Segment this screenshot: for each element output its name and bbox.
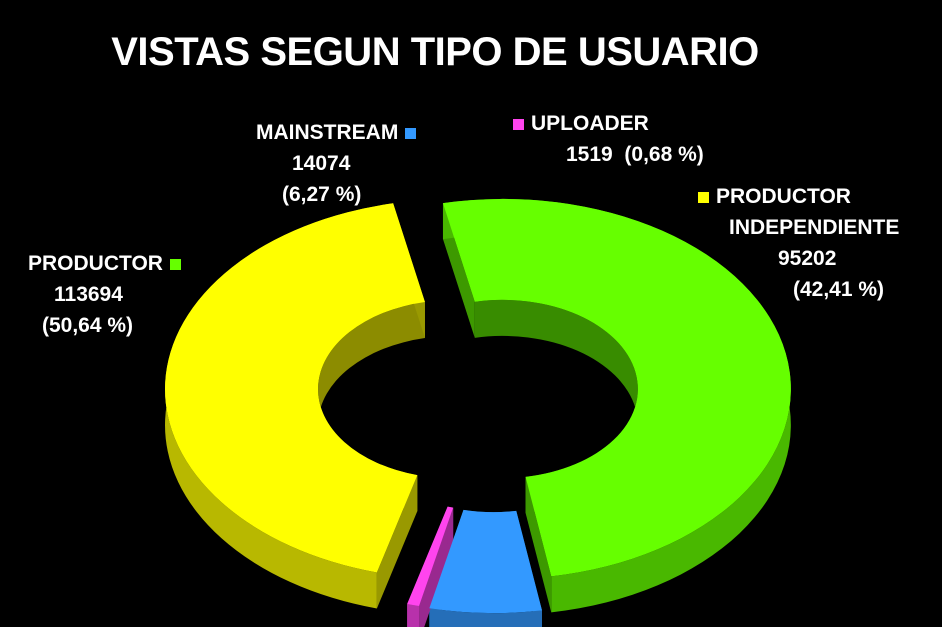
label-productor-independiente-value: 95202 xyxy=(778,247,837,270)
slice-productor-cap-end xyxy=(525,476,552,613)
label-productor: PRODUCTOR 113694 (50,64 %) xyxy=(28,248,188,341)
label-productor-value: 113694 xyxy=(54,283,123,306)
label-uploader-name: UPLOADER xyxy=(531,112,649,135)
swatch-productor-independiente xyxy=(698,191,709,203)
swatch-productor xyxy=(169,258,181,270)
slice-uploader-outer-side xyxy=(407,604,420,627)
label-uploader: UPLOADER 1519 (0,68 %) xyxy=(508,108,704,170)
label-mainstream: MAINSTREAM 14074 (6,27 %) xyxy=(256,117,423,210)
label-mainstream-percent: (6,27 %) xyxy=(282,183,362,206)
slice-uploader xyxy=(407,506,454,607)
slice-productor-independiente xyxy=(165,203,425,573)
label-productor-independiente-name: PRODUCTOR xyxy=(716,185,851,208)
swatch-mainstream xyxy=(405,127,417,139)
label-productor-independiente-percent: (42,41 %) xyxy=(793,278,885,301)
swatch-uploader xyxy=(513,118,524,130)
label-uploader-value: 1519 xyxy=(566,143,613,166)
slice-mainstream-outer-side xyxy=(429,608,542,627)
chart-title: VISTAS SEGUN TIPO DE USUARIO xyxy=(111,30,759,74)
slice-mainstream xyxy=(429,509,542,614)
label-productor-independiente-name-gap: INDEPENDIENTE xyxy=(729,216,900,239)
label-mainstream-name: MAINSTREAM xyxy=(256,121,399,144)
label-productor-name: PRODUCTOR xyxy=(28,252,163,275)
label-productor-independiente: PRODUCTOR INDEPENDIENTE 95202 (42,41 %) xyxy=(693,181,899,305)
label-productor-percent: (50,64 %) xyxy=(42,314,134,337)
label-uploader-percent: (0,68 %) xyxy=(624,143,704,166)
slice-productor xyxy=(442,198,791,577)
slice-productor-independiente-cap-start xyxy=(376,475,418,609)
label-mainstream-value: 14074 xyxy=(292,152,351,175)
